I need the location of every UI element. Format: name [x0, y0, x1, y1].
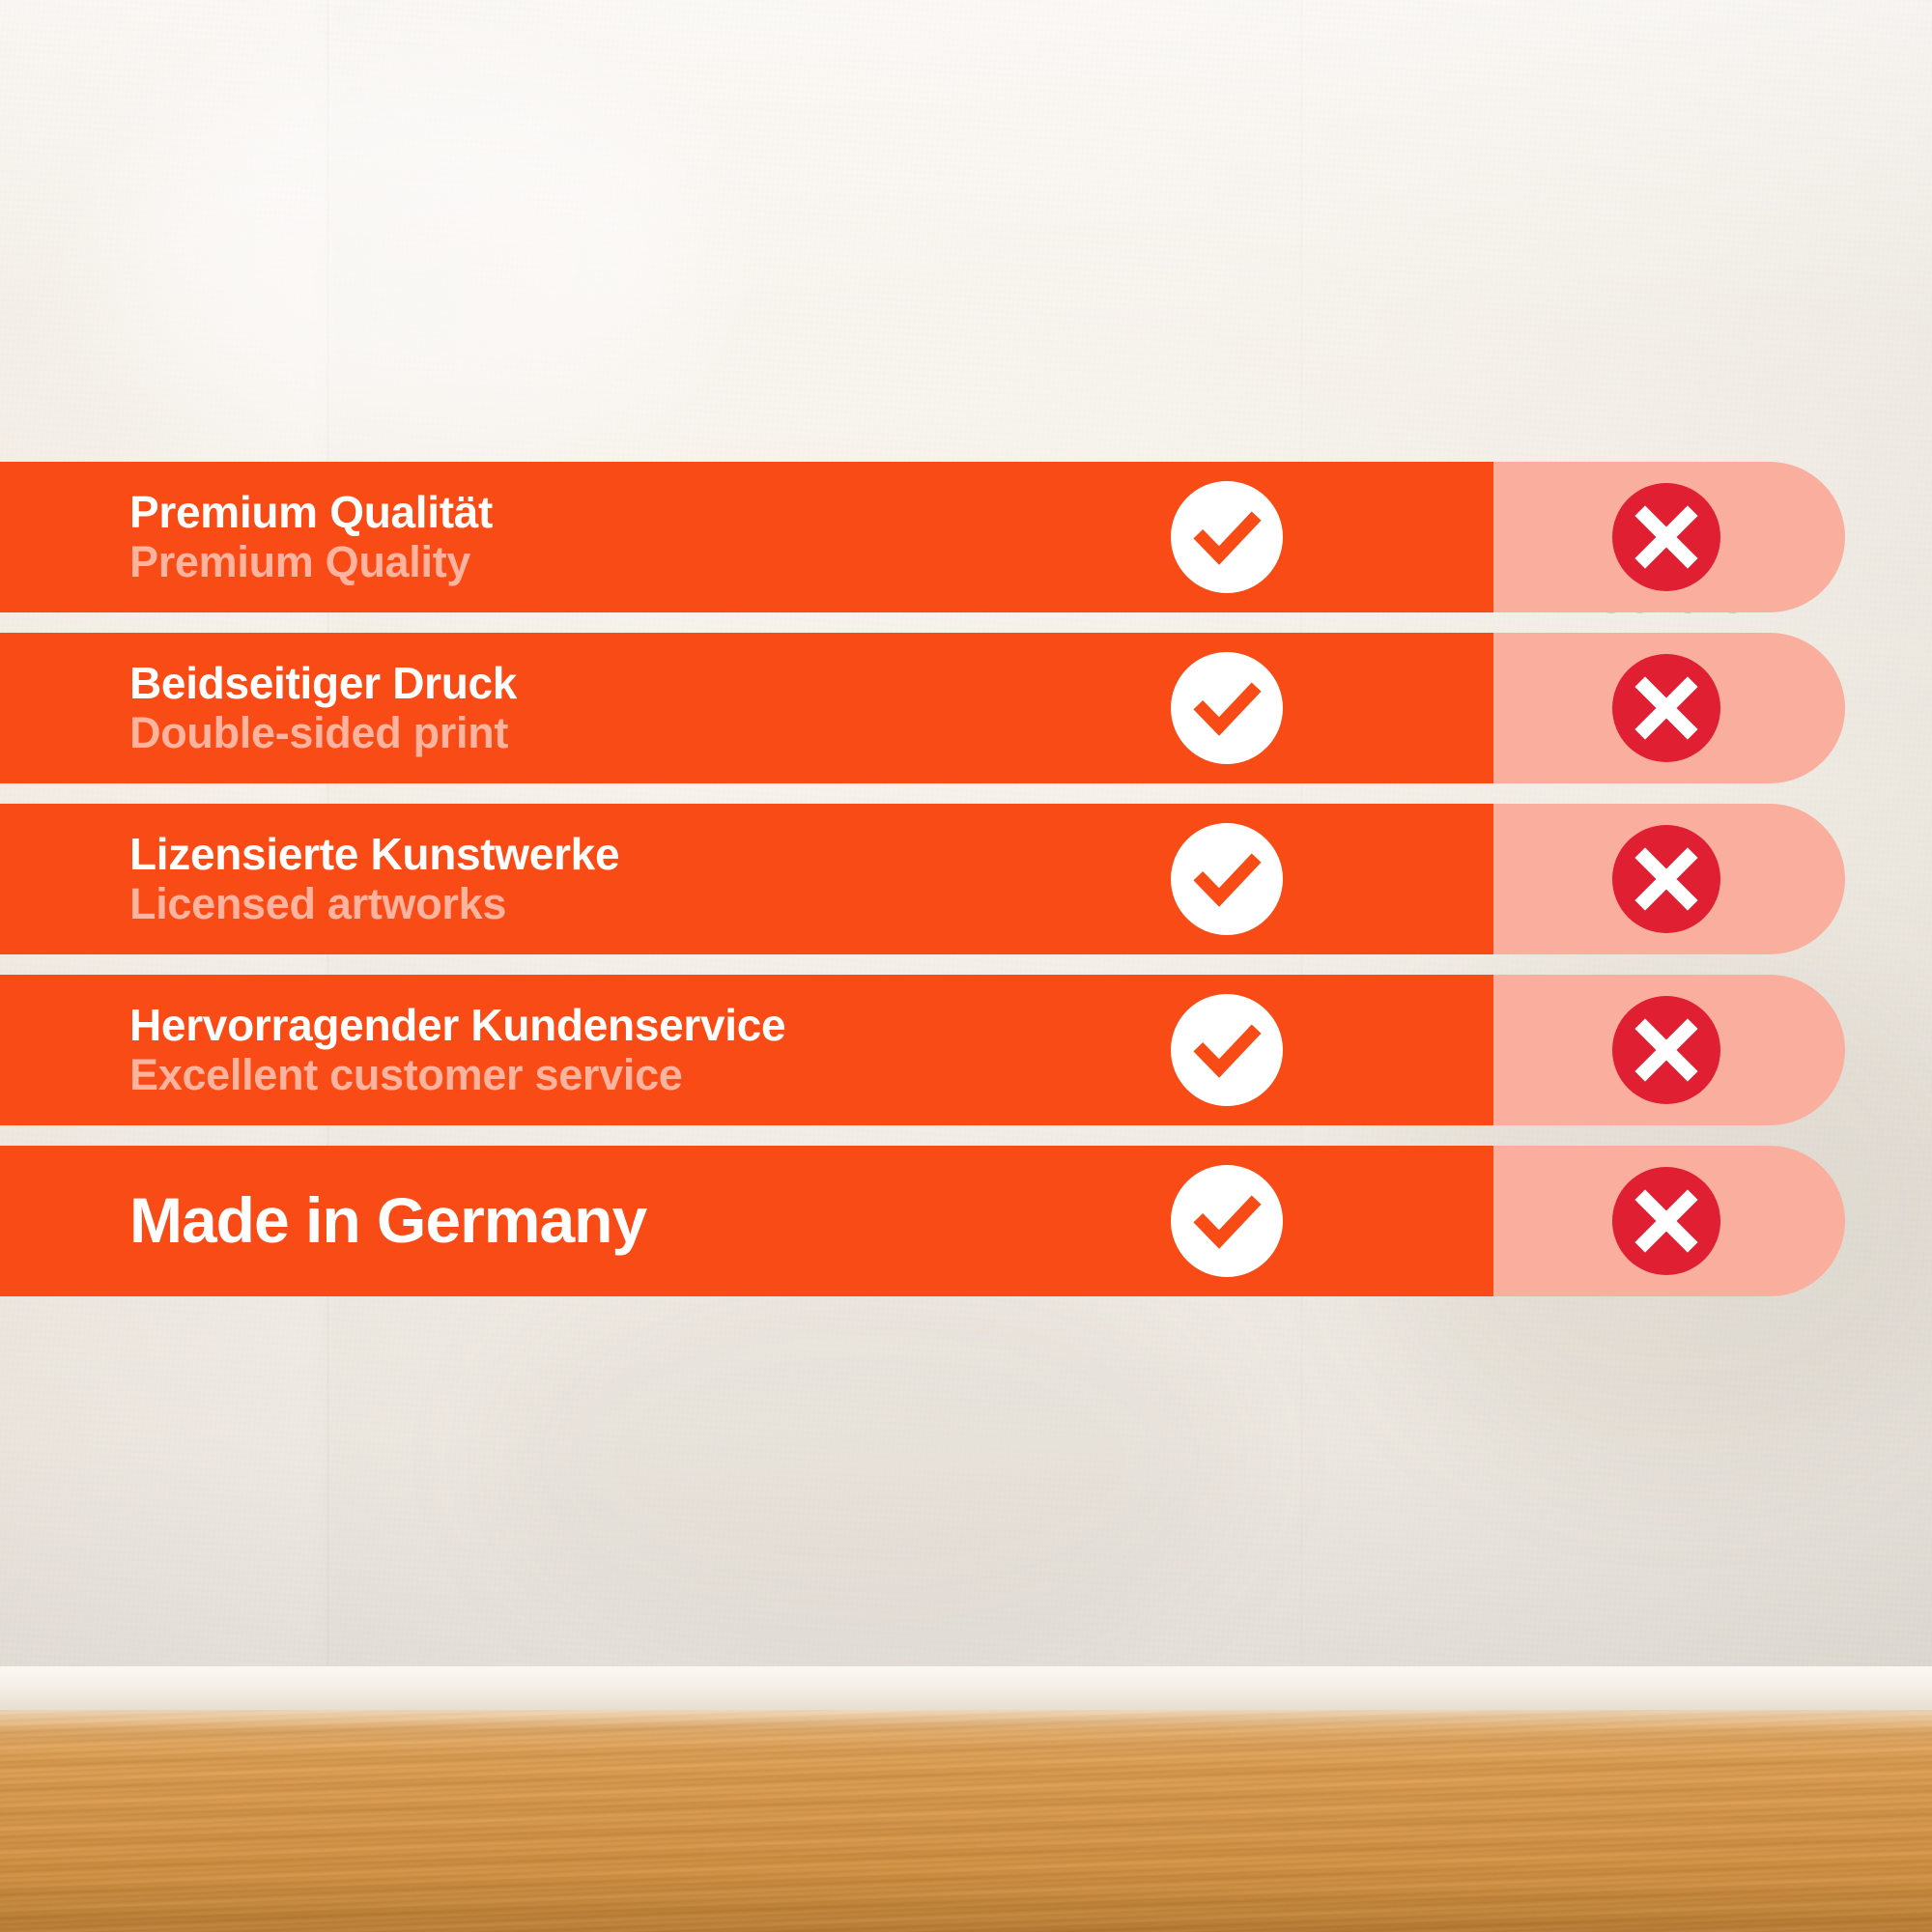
feature-label: Premium Qualität Premium Quality: [129, 462, 493, 612]
feature-label-en: Premium Quality: [129, 536, 471, 586]
feature-label-en: Licensed artworks: [129, 878, 507, 928]
feature-label-en: Double-sided print: [129, 707, 509, 757]
wall-shading-c: [502, 1256, 1236, 1662]
feature-label-de: Hervorragender Kundenservice: [129, 1000, 786, 1051]
cross-circle-icon: [1610, 823, 1722, 935]
feature-label-de: Lizensierte Kunstwerke: [129, 829, 620, 880]
check-circle-icon: [1171, 823, 1283, 935]
cross-circle-icon: [1610, 1165, 1722, 1277]
comparison-row: Hervorragender Kundenservice Excellent cu…: [0, 975, 1845, 1125]
check-circle-icon: [1171, 652, 1283, 764]
comparison-header: AUTOPRINTS Andere Others: [0, 249, 1932, 622]
comparison-row: Beidseitiger Druck Double-sided print: [0, 633, 1845, 783]
wooden-floor: [0, 1710, 1932, 1932]
comparison-row: Made in Germany: [0, 1146, 1845, 1296]
feature-label-de: Made in Germany: [129, 1184, 647, 1257]
feature-label: Beidseitiger Druck Double-sided print: [129, 633, 517, 783]
check-circle-icon: [1171, 481, 1283, 593]
feature-label-en: Excellent customer service: [129, 1049, 683, 1099]
check-circle-icon: [1171, 1165, 1283, 1277]
check-circle-icon: [1171, 994, 1283, 1106]
cross-circle-icon: [1610, 994, 1722, 1106]
feature-label: Made in Germany: [129, 1146, 647, 1296]
feature-label: Lizensierte Kunstwerke Licensed artworks: [129, 804, 620, 954]
feature-label-de: Premium Qualität: [129, 487, 494, 538]
comparison-row: Lizensierte Kunstwerke Licensed artworks: [0, 804, 1845, 954]
feature-label: Hervorragender Kundenservice Excellent cu…: [129, 975, 786, 1125]
wall-shading-a: [116, 58, 715, 464]
cross-circle-icon: [1610, 652, 1722, 764]
comparison-row: Premium Qualität Premium Quality: [0, 462, 1845, 612]
cross-circle-icon: [1610, 481, 1722, 593]
feature-label-de: Beidseitiger Druck: [129, 658, 518, 709]
